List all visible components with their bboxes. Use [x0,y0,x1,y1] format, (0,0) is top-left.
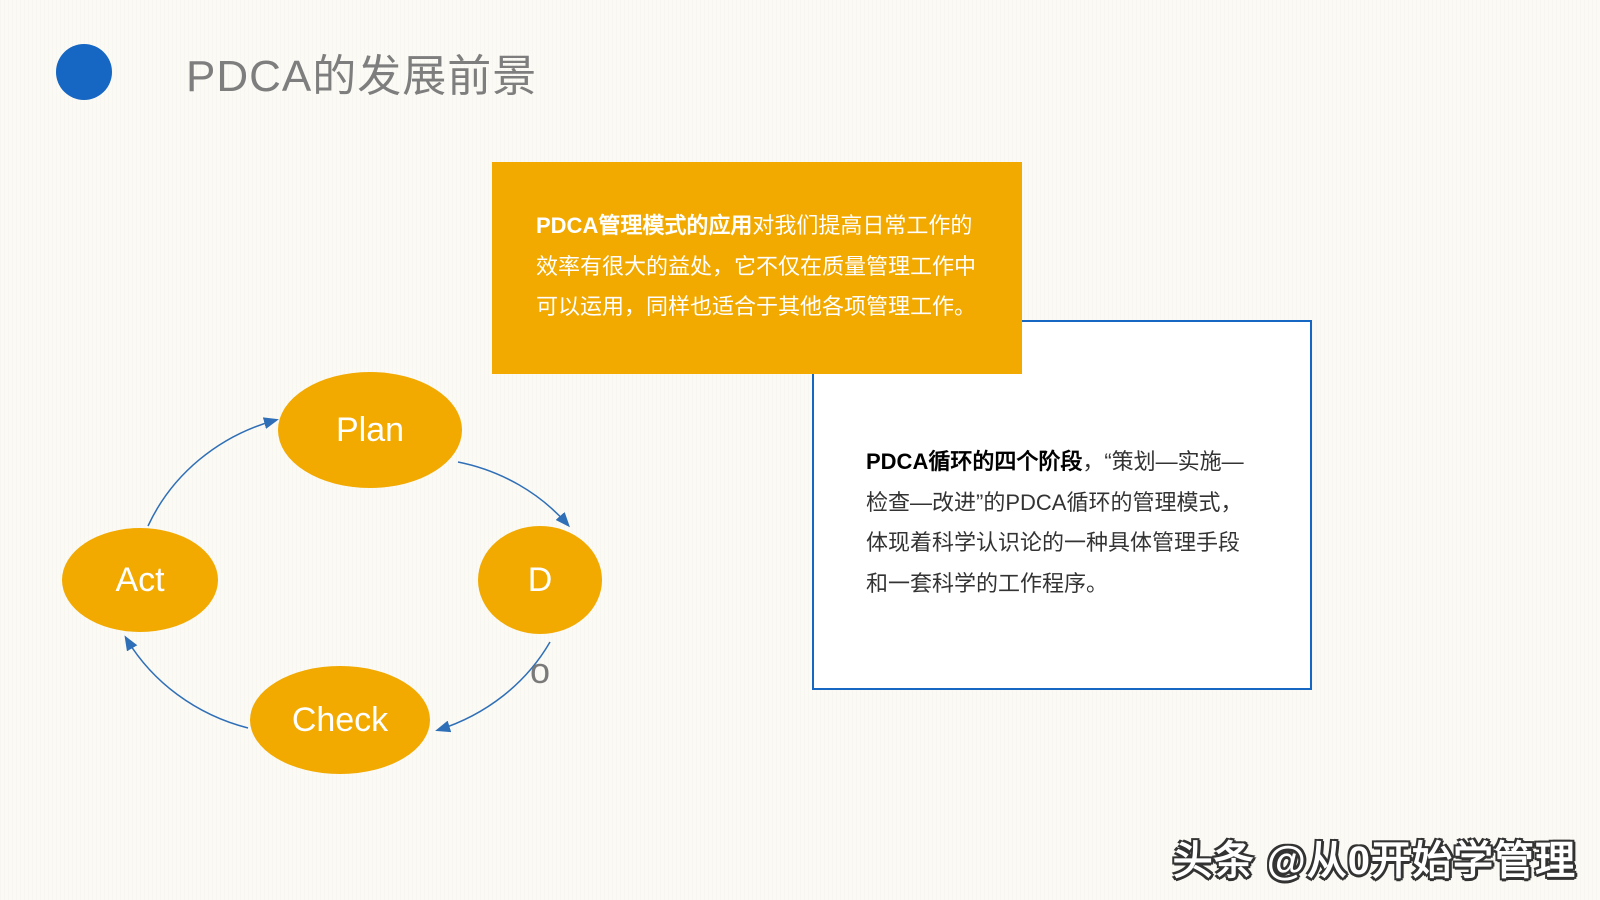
highlight-lead: PDCA管理模式的应用 [536,213,752,238]
cycle-node-check: Check [250,666,430,774]
page-title: PDCA的发展前景 [186,40,537,104]
cycle-arrow-plan-do [458,462,568,525]
pdca-cycle-diagram: PlanD Check Act o [60,370,660,810]
info-frame: PDCA循环的四个阶段，“策划—实施—检查—改进”的PDCA循环的管理模式，体现… [812,320,1312,690]
do-sublabel: o [530,650,550,692]
cycle-node-plan: Plan [278,372,462,488]
slide-header: PDCA的发展前景 [56,40,537,104]
info-frame-text: PDCA循环的四个阶段，“策划—实施—检查—改进”的PDCA循环的管理模式，体现… [866,442,1258,605]
cycle-node-do: D [478,526,602,634]
info-frame-lead: PDCA循环的四个阶段 [866,449,1082,474]
highlight-text: PDCA管理模式的应用对我们提高日常工作的效率有很大的益处，它不仅在质量管理工作… [536,206,986,328]
cycle-node-act: Act [62,528,218,632]
header-bullet-icon [56,44,112,100]
watermark: 头条 @从0开始学管理 [1173,828,1576,886]
cycle-arrow-act-plan [148,420,276,526]
watermark-text: 头条 @从0开始学管理 [1173,839,1576,883]
cycle-arrow-check-act [126,638,248,728]
highlight-box: PDCA管理模式的应用对我们提高日常工作的效率有很大的益处，它不仅在质量管理工作… [492,162,1022,374]
